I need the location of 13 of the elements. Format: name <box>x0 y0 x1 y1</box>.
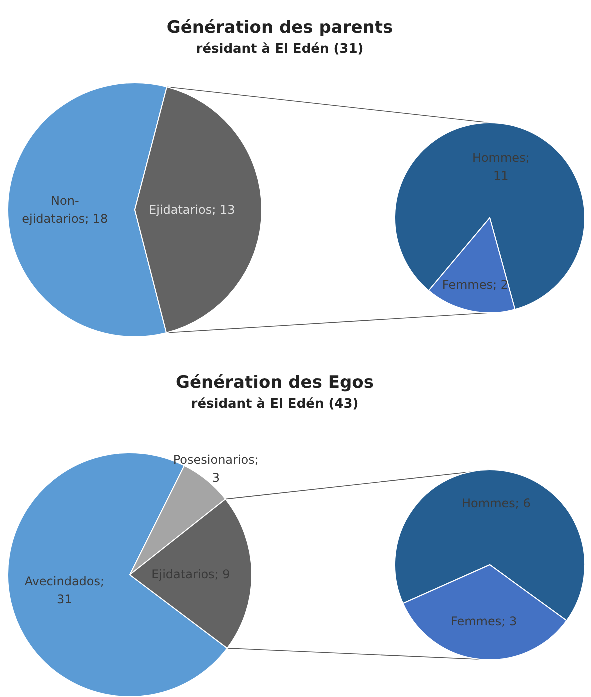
pie-slice <box>394 122 586 310</box>
chart-title: Génération des parents <box>166 18 394 38</box>
slice-label: Hommes; 11 <box>472 150 530 183</box>
slice-label: Ejidatarios; 13 <box>149 203 236 218</box>
slice-label: Avecindados; 31 <box>24 574 105 606</box>
slice-label: Non-ejidatarios; 18 <box>22 194 108 226</box>
chart-title: Génération des Egos <box>176 373 374 393</box>
slice-label: Posesionarios; 3 <box>173 452 259 485</box>
slice-label: Femmes; 2 <box>442 278 508 292</box>
chart-subtitle: résidant à El Edén (31) <box>196 42 364 57</box>
slice-label: Femmes; 3 <box>450 614 518 629</box>
chart-subtitle: résidant à El Edén (43) <box>191 397 359 412</box>
slice-label: Hommes; 6 <box>462 496 531 511</box>
